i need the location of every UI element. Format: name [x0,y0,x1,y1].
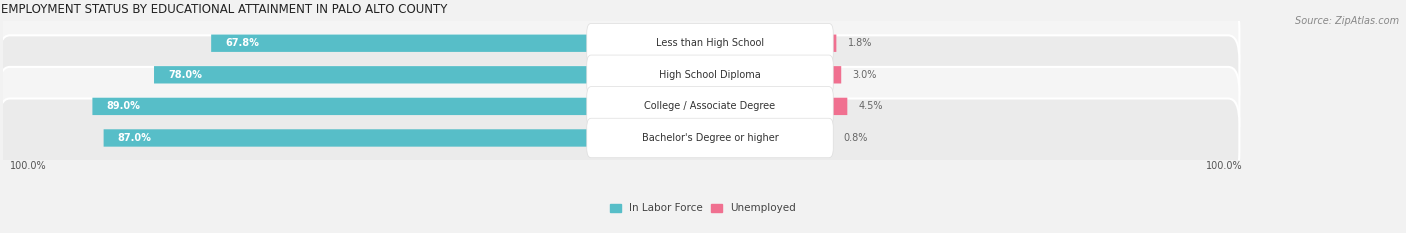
FancyBboxPatch shape [586,118,834,158]
FancyBboxPatch shape [710,34,837,52]
FancyBboxPatch shape [586,24,834,63]
Text: Source: ZipAtlas.com: Source: ZipAtlas.com [1295,16,1399,26]
Text: 1.8%: 1.8% [848,38,872,48]
FancyBboxPatch shape [211,34,710,52]
FancyBboxPatch shape [586,55,834,95]
FancyBboxPatch shape [0,67,1239,146]
Text: High School Diploma: High School Diploma [659,70,761,80]
Text: 3.0%: 3.0% [852,70,877,80]
Text: EMPLOYMENT STATUS BY EDUCATIONAL ATTAINMENT IN PALO ALTO COUNTY: EMPLOYMENT STATUS BY EDUCATIONAL ATTAINM… [1,3,447,16]
Text: 100.0%: 100.0% [10,161,46,171]
FancyBboxPatch shape [104,129,710,147]
Text: 89.0%: 89.0% [107,101,141,111]
Text: 4.5%: 4.5% [859,101,883,111]
Text: 0.8%: 0.8% [844,133,868,143]
FancyBboxPatch shape [0,99,1239,178]
FancyBboxPatch shape [155,66,710,83]
Text: Less than High School: Less than High School [657,38,763,48]
FancyBboxPatch shape [710,129,832,147]
Text: Bachelor's Degree or higher: Bachelor's Degree or higher [641,133,779,143]
FancyBboxPatch shape [0,35,1239,114]
Legend: In Labor Force, Unemployed: In Labor Force, Unemployed [610,203,796,213]
FancyBboxPatch shape [710,98,848,115]
Text: 100.0%: 100.0% [1205,161,1241,171]
Text: 87.0%: 87.0% [118,133,152,143]
Text: 78.0%: 78.0% [169,70,202,80]
FancyBboxPatch shape [586,87,834,126]
FancyBboxPatch shape [93,98,710,115]
Text: 67.8%: 67.8% [225,38,259,48]
FancyBboxPatch shape [0,4,1239,83]
FancyBboxPatch shape [710,66,841,83]
Text: College / Associate Degree: College / Associate Degree [644,101,776,111]
